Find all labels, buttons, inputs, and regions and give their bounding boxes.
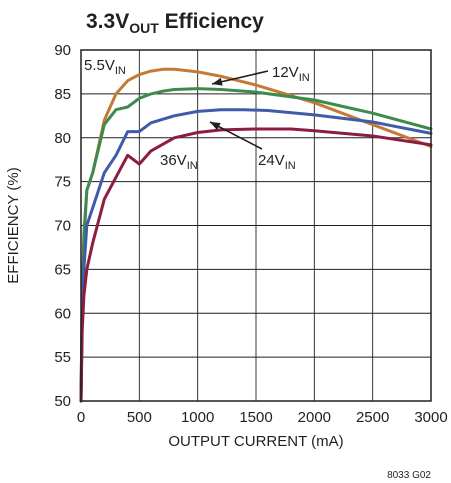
chart-title-main: 3.3V: [86, 10, 129, 33]
y-axis-label: EFFICIENCY (%): [5, 167, 22, 283]
y-tick-label: 70: [54, 218, 71, 235]
plot-frame: [80, 49, 432, 402]
y-tick-label: 75: [54, 174, 71, 191]
annotation-label: 5.5VIN: [84, 57, 126, 77]
y-tick-label: 90: [54, 42, 71, 59]
y-tick-label: 80: [54, 130, 71, 147]
chart-title: 3.3VOUT Efficiency: [86, 10, 264, 36]
y-tick-label: 50: [54, 393, 71, 410]
arrow-12v-head: [212, 77, 223, 86]
chart-title-rest: Efficiency: [159, 10, 264, 33]
y-tick-label: 60: [54, 305, 71, 322]
y-tick-label: 85: [54, 86, 71, 103]
x-tick-label: 1500: [239, 409, 272, 426]
x-tick-label: 500: [127, 409, 152, 426]
series-line-3: [79, 127, 433, 403]
figure-id: 8033 G02: [387, 470, 431, 481]
y-tick-label: 65: [54, 261, 71, 278]
x-tick-label: 2500: [356, 409, 389, 426]
chart-title-sub: OUT: [129, 20, 159, 36]
y-tick-label: 55: [54, 349, 71, 366]
x-tick-label: 2000: [298, 409, 331, 426]
x-tick-label: 0: [77, 409, 85, 426]
x-tick-label: 1000: [181, 409, 214, 426]
annotation-label: 12VIN: [272, 64, 310, 84]
series-lines: [79, 67, 433, 403]
series-line-1: [79, 87, 433, 403]
annotations: 5.5VIN 12VIN 24VIN 36VIN: [84, 57, 310, 172]
arrow-24v-head: [210, 122, 221, 131]
annotation-label: 36VIN: [160, 152, 198, 172]
tick-labels: 0 500 1000 1500 2000 2500 3000 50 55 60 65 70 75 80 85…: [54, 42, 447, 426]
x-axis-label: OUTPUT CURRENT (mA): [168, 433, 343, 450]
annotation-label: 24VIN: [258, 152, 296, 172]
grid: [81, 50, 431, 401]
series-line-2: [79, 108, 433, 403]
x-tick-label: 3000: [414, 409, 447, 426]
